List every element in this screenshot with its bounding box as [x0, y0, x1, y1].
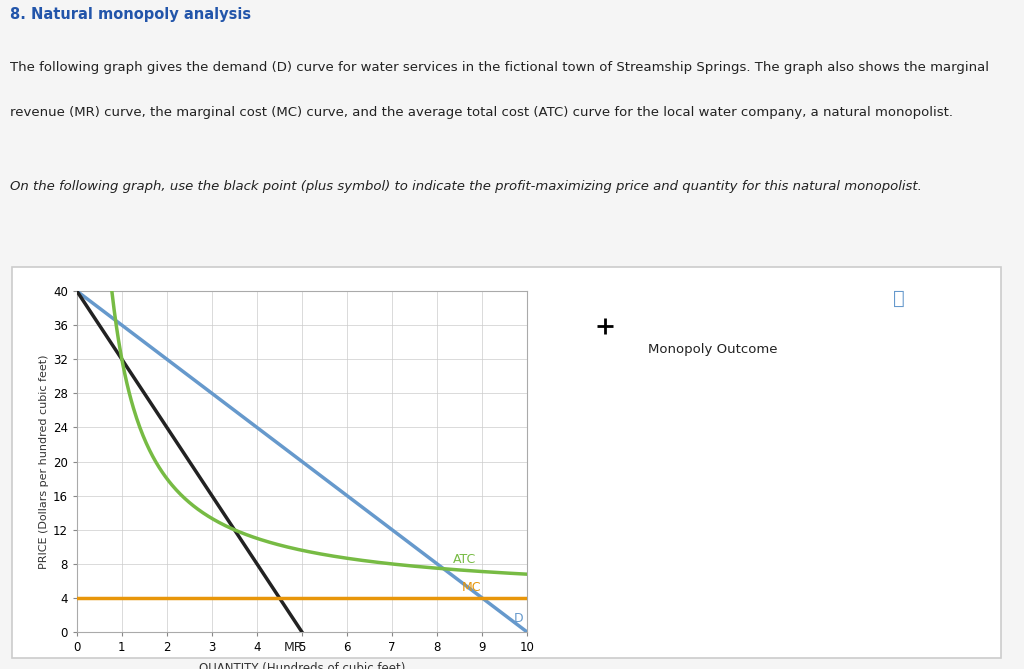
- Text: 8. Natural monopoly analysis: 8. Natural monopoly analysis: [10, 7, 251, 21]
- Y-axis label: PRICE (Dollars per hundred cubic feet): PRICE (Dollars per hundred cubic feet): [39, 355, 48, 569]
- X-axis label: QUANTITY (Hundreds of cubic feet): QUANTITY (Hundreds of cubic feet): [199, 661, 406, 669]
- FancyBboxPatch shape: [12, 267, 1000, 658]
- Text: ATC: ATC: [453, 553, 476, 566]
- Text: On the following graph, use the black point (plus symbol) to indicate the profit: On the following graph, use the black po…: [10, 180, 923, 193]
- Text: Monopoly Outcome: Monopoly Outcome: [647, 343, 777, 355]
- Text: revenue (MR) curve, the marginal cost (MC) curve, and the average total cost (AT: revenue (MR) curve, the marginal cost (M…: [10, 106, 953, 118]
- Text: MC: MC: [462, 581, 481, 594]
- Text: ⓘ: ⓘ: [893, 289, 905, 308]
- Text: MR: MR: [284, 641, 303, 654]
- Text: D: D: [514, 612, 523, 626]
- Text: The following graph gives the demand (D) curve for water services in the fiction: The following graph gives the demand (D)…: [10, 61, 989, 74]
